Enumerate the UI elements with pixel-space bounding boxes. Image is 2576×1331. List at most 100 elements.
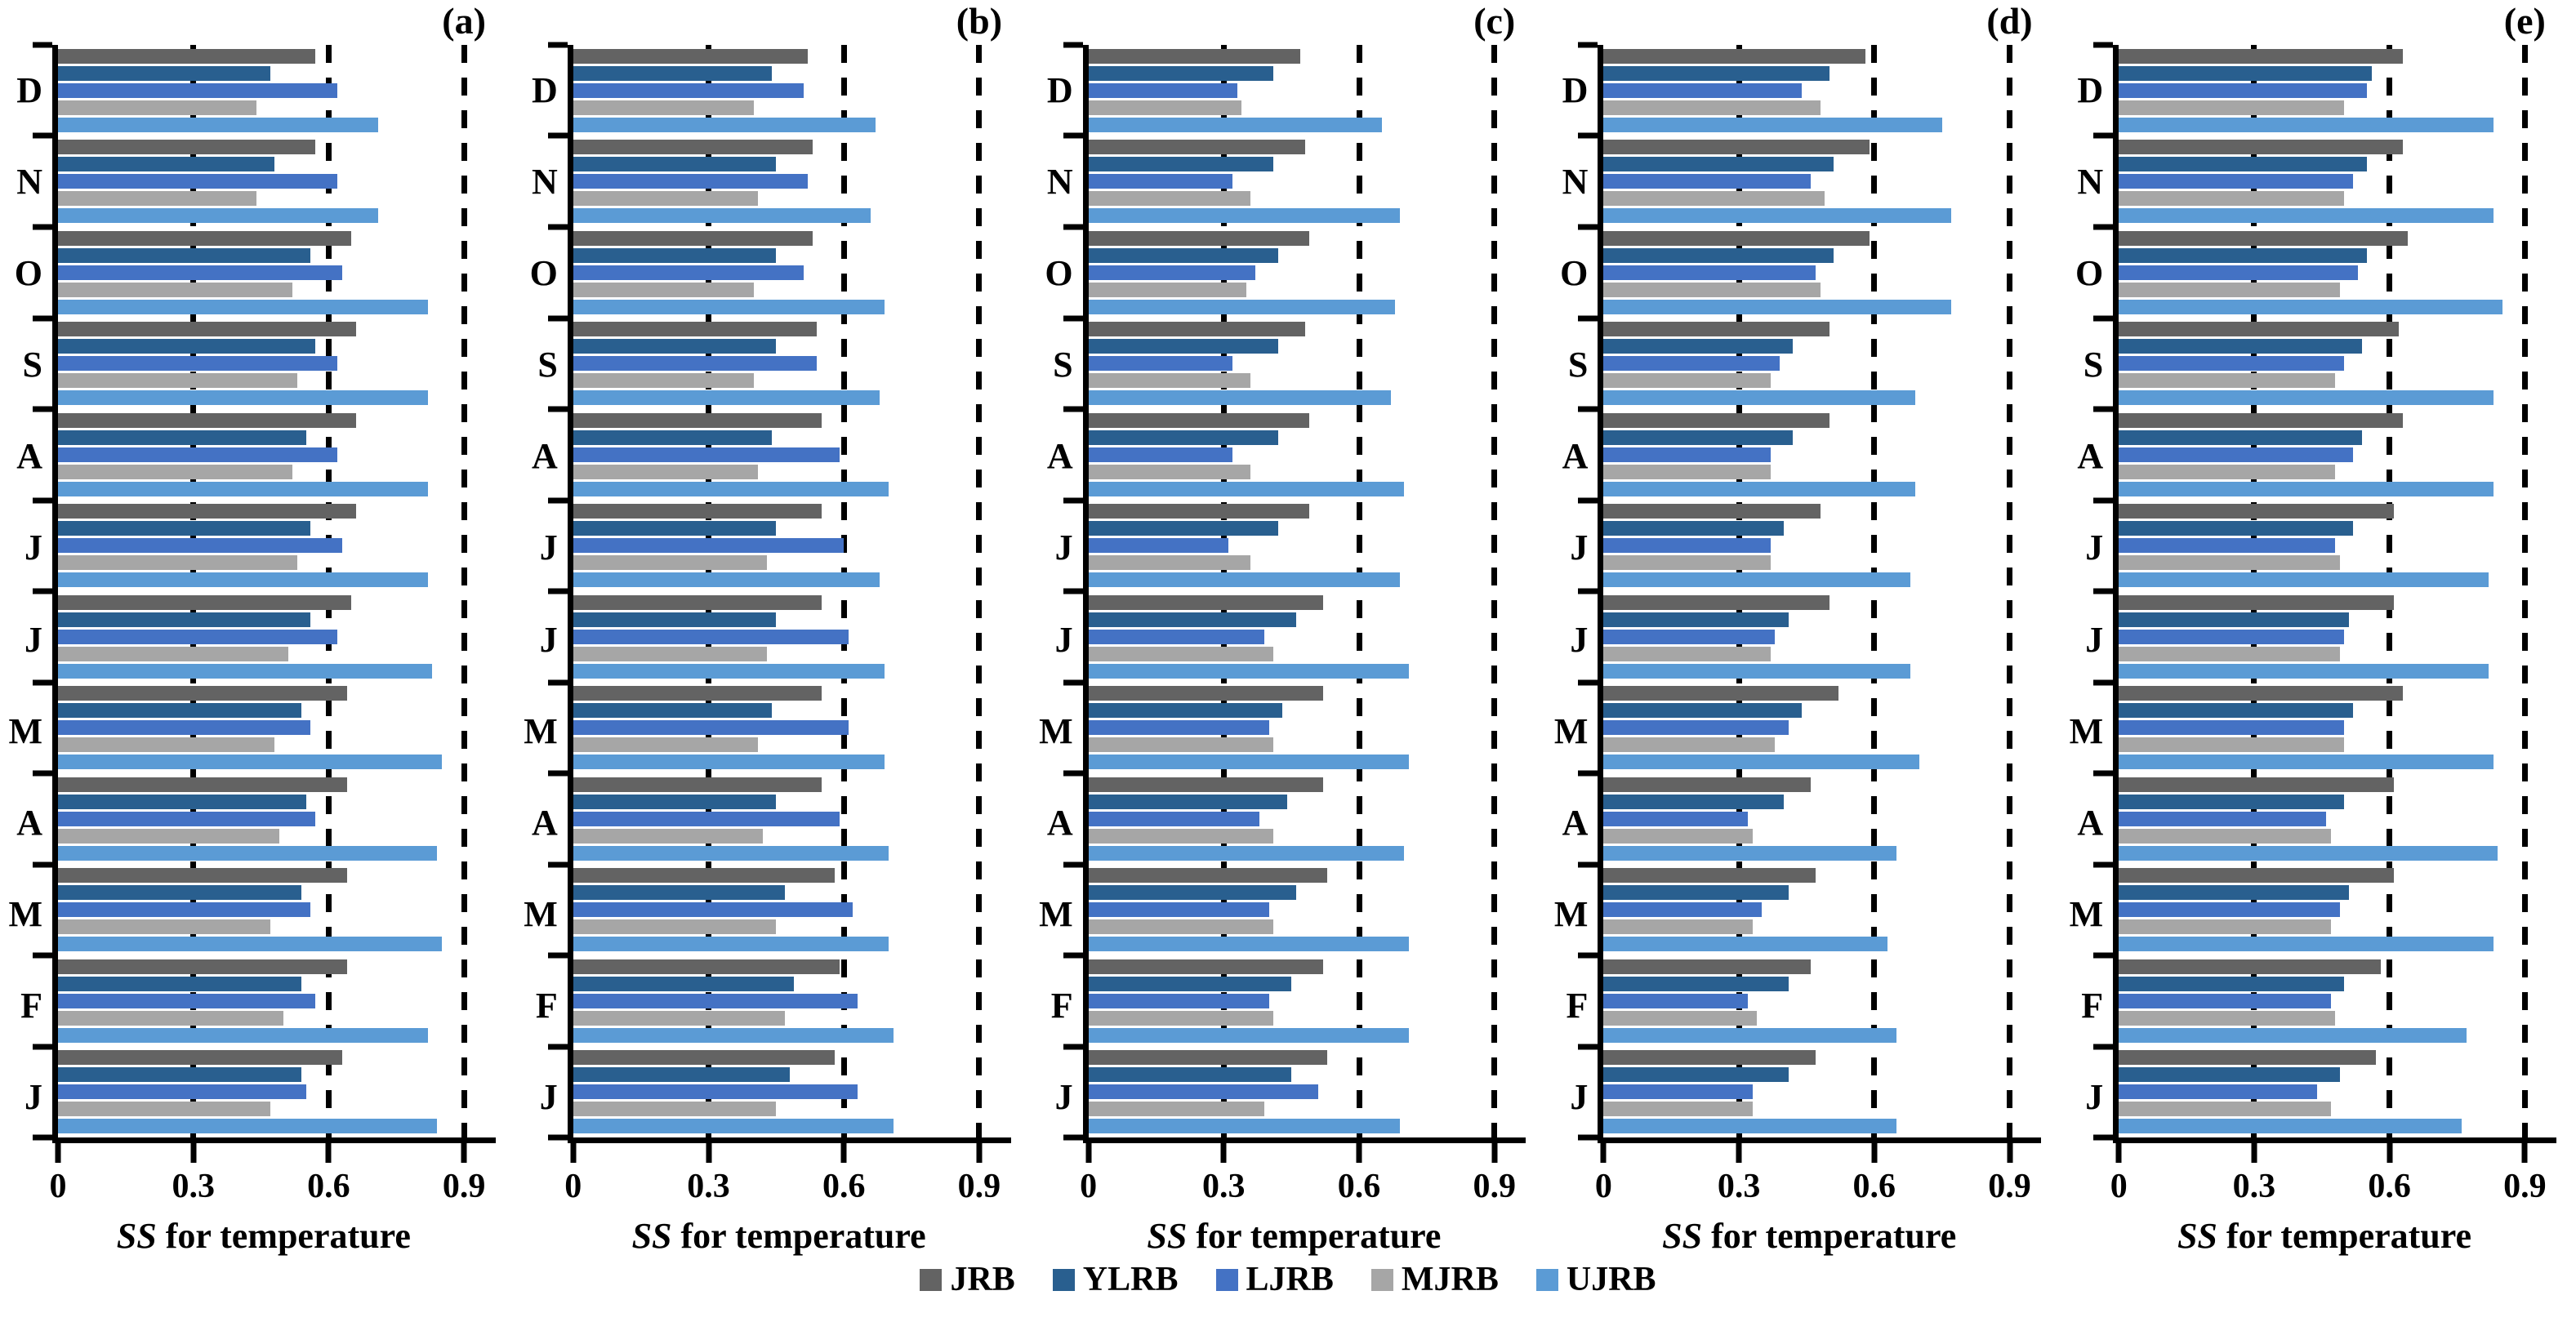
bar-UJRB — [573, 208, 871, 224]
x-axis-title: SS for temperature — [1147, 1218, 1441, 1254]
y-tick — [2093, 132, 2114, 139]
plot-area: (b) 0 0.3 0.6 0.9 SS for temperature — [547, 2, 1011, 1254]
bar-LJRB — [573, 1084, 858, 1100]
y-tick — [1578, 497, 1598, 503]
x-tick — [1085, 1143, 1092, 1163]
x-axis-line — [52, 1137, 496, 1143]
bar-LJRB — [1603, 1084, 1753, 1100]
x-tick — [2387, 1143, 2393, 1163]
gridline-0.3 — [1736, 45, 1742, 1137]
bar-JRB — [573, 1050, 836, 1066]
bar-JRB — [1603, 959, 1812, 974]
y-tick — [1063, 406, 1083, 412]
bar-JRB — [2119, 504, 2395, 519]
bar-LJRB — [58, 82, 338, 98]
bar-LJRB — [1088, 356, 1233, 372]
month-axis: D N O S A J J M A M F J — [515, 45, 568, 1143]
month-label: N — [2077, 162, 2104, 203]
bar-LJRB — [1603, 82, 1803, 98]
bar-JRB — [58, 686, 347, 701]
bar-group-S — [58, 318, 496, 410]
y-tick — [1063, 952, 1083, 959]
plot-inner: (d) — [1603, 2, 2041, 1137]
month-label: F — [1566, 985, 1589, 1026]
bar-MJRB — [58, 282, 293, 297]
bar-group-J — [573, 591, 1011, 683]
bar-YLRB — [573, 703, 772, 719]
bar-LJRB — [58, 1084, 306, 1100]
bar-UJRB — [1603, 572, 1910, 588]
y-axis-line — [1082, 45, 1089, 1143]
bar-UJRB — [2119, 481, 2494, 496]
bar-YLRB — [1088, 794, 1287, 809]
gridline-0.3 — [1220, 45, 1227, 1137]
bar-MJRB — [1088, 919, 1274, 935]
bar-MJRB — [1603, 100, 1821, 115]
x-tick-label: 0.9 — [2503, 1168, 2547, 1205]
bar-JRB — [573, 777, 822, 792]
bar-group-M — [573, 865, 1011, 956]
month-label: A — [16, 802, 42, 843]
bar-YLRB — [1603, 703, 1803, 719]
bar-group-D — [1603, 45, 2041, 136]
bar-MJRB — [1603, 828, 1753, 844]
bar-JRB — [58, 230, 352, 246]
y-tick — [2093, 861, 2114, 867]
bar-MJRB — [2119, 919, 2331, 935]
bar-YLRB — [1088, 521, 1278, 536]
legend-label: UJRB — [1566, 1261, 1656, 1298]
x-axis-title: SS for temperature — [2177, 1218, 2471, 1254]
bar-YLRB — [1603, 157, 1834, 172]
gridline-0.9 — [2521, 45, 2528, 1137]
bar-UJRB — [1603, 845, 1897, 861]
bar-LJRB — [58, 902, 311, 918]
bar-JRB — [1088, 686, 1323, 701]
legend-swatch-YLRB — [1052, 1268, 1075, 1291]
bar-UJRB — [58, 117, 379, 132]
month-label: O — [1560, 253, 1589, 294]
gridline-0.9 — [1491, 45, 1498, 1137]
legend-label: MJRB — [1401, 1261, 1499, 1298]
month-label: J — [2085, 1076, 2104, 1117]
bar-MJRB — [58, 464, 293, 479]
y-tick — [1578, 588, 1598, 594]
bar-MJRB — [573, 919, 777, 935]
legend-swatch-UJRB — [1535, 1268, 1558, 1291]
y-tick — [33, 224, 52, 230]
bar-LJRB — [573, 993, 858, 1008]
bar-group-J — [1088, 1047, 1526, 1138]
bar-LJRB — [573, 902, 853, 918]
bar-UJRB — [1603, 117, 1942, 132]
y-tick — [547, 315, 568, 321]
bar-YLRB — [2119, 703, 2354, 719]
month-label: A — [1046, 802, 1073, 843]
x-axis-title-rest: for temperature — [1702, 1216, 1957, 1256]
y-axis-line — [567, 45, 573, 1143]
bar-MJRB — [1603, 919, 1753, 935]
month-label: J — [1054, 1076, 1073, 1117]
bar-YLRB — [2119, 612, 2349, 627]
bar-UJRB — [573, 1119, 894, 1134]
x-axis-title: SS for temperature — [632, 1218, 926, 1254]
bar-group-S — [1088, 318, 1526, 410]
x-axis-title-rest: for temperature — [2217, 1216, 2472, 1256]
bar-JRB — [1088, 868, 1328, 884]
bar-YLRB — [1088, 339, 1278, 354]
y-tick — [2093, 1044, 2114, 1049]
y-tick — [547, 224, 568, 230]
month-label: J — [539, 1076, 558, 1117]
bar-UJRB — [573, 481, 889, 496]
bar-LJRB — [573, 82, 804, 98]
gridline-0.3 — [2251, 45, 2257, 1137]
x-tick-label: 0.3 — [2232, 1168, 2276, 1205]
bar-LJRB — [1088, 993, 1269, 1008]
bar-JRB — [58, 322, 356, 337]
month-label: O — [14, 253, 42, 294]
bar-YLRB — [1603, 612, 1789, 627]
x-axis-title-rest: for temperature — [1187, 1216, 1442, 1256]
month-label: M — [2069, 893, 2104, 934]
bar-JRB — [2119, 48, 2404, 64]
bar-MJRB — [573, 464, 759, 479]
bar-YLRB — [1603, 247, 1834, 263]
bar-group-M — [58, 865, 496, 956]
